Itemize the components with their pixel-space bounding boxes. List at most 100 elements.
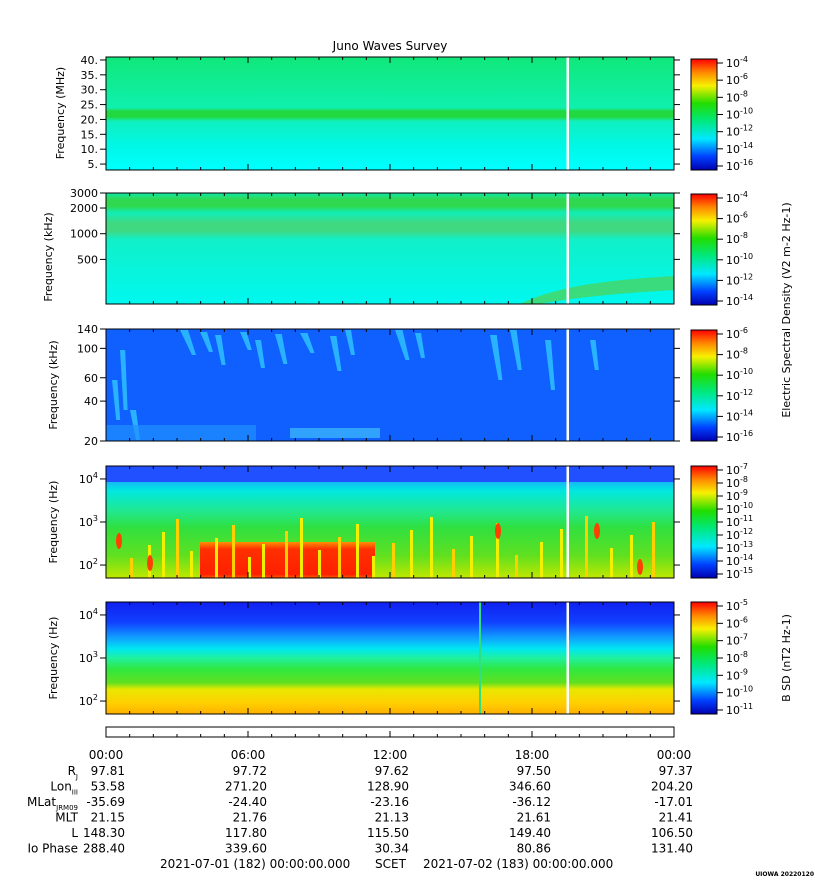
panel-4-spike-23 bbox=[560, 529, 563, 578]
ephemeris-value-5-1: 339.60 bbox=[225, 842, 267, 856]
p5-cb-label-0: 10-5 bbox=[726, 598, 748, 613]
p2-cb-label-1: 10-6 bbox=[726, 211, 748, 226]
panel-4-spike-25 bbox=[610, 548, 613, 578]
panel-4-spike-5 bbox=[215, 538, 218, 578]
p5-ytick-label-2: 104 bbox=[79, 607, 98, 622]
panel-5-spectrogram bbox=[106, 602, 674, 714]
panel-4-spike-20 bbox=[496, 523, 499, 578]
panel-4-spike-8 bbox=[262, 544, 265, 578]
panel-3-streak-10 bbox=[415, 333, 425, 358]
panel-3-streak-15 bbox=[120, 350, 128, 410]
p4-cb-label-5: 10-12 bbox=[726, 527, 753, 542]
ephemeris-value-0-0: 97.81 bbox=[91, 764, 125, 778]
p1-ytick-label-3: 20. bbox=[81, 113, 99, 126]
p4-cb-label-8: 10-15 bbox=[726, 566, 753, 581]
p4-cb-label-4: 10-11 bbox=[726, 514, 753, 529]
panel-2-ylabel: Frequency (kHz) bbox=[42, 212, 55, 301]
panel-3-streak-4 bbox=[255, 340, 265, 368]
p2-ytick-label-0: 500 bbox=[77, 253, 98, 266]
p1-ytick-label-6: 35. bbox=[81, 69, 99, 82]
panel-1-colorbar-ticks: 10-4 10-6 10-8 10-10 10-12 10-14 10-16 bbox=[717, 55, 753, 173]
panel-2-rising-emission bbox=[520, 276, 674, 304]
panel-3-streak-6 bbox=[300, 333, 315, 353]
p3-ytick-label-2: 60 bbox=[84, 372, 98, 385]
panel-3-spectrogram bbox=[106, 329, 674, 441]
p1-ytick-label-4: 25. bbox=[81, 99, 99, 112]
panel-4-spike-9 bbox=[285, 531, 288, 578]
panel-3-streak-0 bbox=[180, 330, 196, 355]
p5-cb-label-3: 10-8 bbox=[726, 650, 748, 665]
ephemeris-value-0-3: 97.50 bbox=[517, 764, 551, 778]
p5-cb-label-2: 10-7 bbox=[726, 633, 748, 648]
ephemeris-value-4-2: 115.50 bbox=[367, 826, 409, 840]
p1-cb-label-1: 10-6 bbox=[726, 72, 748, 87]
p1-ytick-label-0: 5. bbox=[88, 158, 99, 171]
p1-data-gap bbox=[566, 57, 569, 170]
panel-3-streak-8 bbox=[345, 330, 355, 355]
ephemeris-value-1-4: 204.20 bbox=[651, 780, 693, 794]
p4-cb-label-3: 10-10 bbox=[726, 501, 753, 516]
p3-data-gap bbox=[566, 329, 569, 441]
electric-colorbar-label: Electric Spectral Density (V2 m-2 Hz-1) bbox=[780, 202, 793, 417]
ephemeris-value-1-0: 53.58 bbox=[91, 780, 125, 794]
p1-cb-label-2: 10-8 bbox=[726, 89, 748, 104]
ephemeris-value-4-1: 117.80 bbox=[225, 826, 267, 840]
panel-4-spike-14 bbox=[372, 556, 375, 578]
panel-4-spike-27 bbox=[652, 522, 655, 578]
panel-3-streak-1 bbox=[200, 332, 213, 352]
p1-ytick-label-2: 15. bbox=[81, 128, 99, 141]
panel-3-streak-13 bbox=[545, 340, 555, 390]
ephemeris-value-3-4: 21.41 bbox=[659, 811, 693, 825]
footer-end-time: 2021-07-02 (183) 00:00:00.000 bbox=[423, 857, 613, 871]
panel-5-y-axis: 102 103 104 bbox=[79, 607, 680, 708]
time-label-0: 00:00 bbox=[89, 748, 124, 762]
panel-3-low-band bbox=[106, 425, 256, 441]
panel-3-colorbar bbox=[690, 329, 718, 442]
p5-cb-label-4: 10-9 bbox=[726, 667, 748, 682]
panel-2-colorbar-ticks: 10-4 10-6 10-8 10-10 10-12 10-14 bbox=[717, 190, 753, 308]
p3-cb-label-3: 10-12 bbox=[726, 388, 753, 403]
panel-4-spike-0 bbox=[130, 558, 133, 578]
p5-data-gap bbox=[566, 602, 569, 714]
panel-4-spike-16 bbox=[410, 530, 413, 578]
ephemeris-label-3: MLT bbox=[55, 811, 78, 825]
panel-4-spike-21 bbox=[515, 555, 518, 578]
p4-cb-label-7: 10-14 bbox=[726, 553, 753, 568]
panel-1: 5.10.15.20.25.30.35.40. Frequency (MHz) … bbox=[54, 54, 753, 173]
p4-cb-label-0: 10-7 bbox=[726, 462, 748, 477]
p1-cb-label-5: 10-14 bbox=[726, 141, 753, 156]
ephemeris-value-0-2: 97.62 bbox=[375, 764, 409, 778]
panel-4-spike-18 bbox=[452, 549, 455, 578]
p3-cb-label-4: 10-14 bbox=[726, 408, 753, 423]
p4-ytick-label-2: 104 bbox=[79, 471, 98, 486]
panel-4-spike-26 bbox=[630, 535, 633, 578]
panel-3-streaks bbox=[106, 330, 599, 441]
panel-4-spike-7 bbox=[248, 557, 251, 578]
ephemeris-value-1-2: 128.90 bbox=[367, 780, 409, 794]
panel-4-spike-2 bbox=[162, 532, 165, 578]
p2-ytick-label-2: 2000 bbox=[70, 202, 98, 215]
ephemeris-label-5: Io Phase bbox=[27, 842, 78, 856]
p1-cb-label-6: 10-16 bbox=[726, 158, 753, 173]
ephemeris-label-2: MLatJRM09 bbox=[27, 795, 78, 812]
panel-4-spike-3 bbox=[176, 519, 179, 578]
p3-cb-label-0: 10-6 bbox=[726, 326, 748, 341]
ephemeris-value-3-3: 21.61 bbox=[517, 811, 551, 825]
ephemeris-value-0-1: 97.72 bbox=[233, 764, 267, 778]
p2-cb-label-4: 10-12 bbox=[726, 272, 753, 287]
p3-cb-label-2: 10-10 bbox=[726, 367, 753, 382]
p4-ytick-label-1: 103 bbox=[79, 514, 98, 529]
panel-4-spike-22 bbox=[540, 542, 543, 578]
panel-4-hot-blob-2 bbox=[116, 533, 122, 549]
ephemeris-value-2-1: -24.40 bbox=[228, 795, 267, 809]
p1-cb-label-0: 10-4 bbox=[726, 55, 748, 70]
p4-cb-label-6: 10-13 bbox=[726, 540, 753, 555]
panel-1-spectrogram bbox=[106, 57, 674, 170]
panel-4-spike-15 bbox=[392, 543, 395, 578]
ephemeris-value-2-4: -17.01 bbox=[654, 795, 693, 809]
p1-ytick-label-1: 10. bbox=[81, 143, 99, 156]
panel-4-spike-13 bbox=[356, 524, 359, 578]
ephemeris-value-3-0: 21.15 bbox=[91, 811, 125, 825]
